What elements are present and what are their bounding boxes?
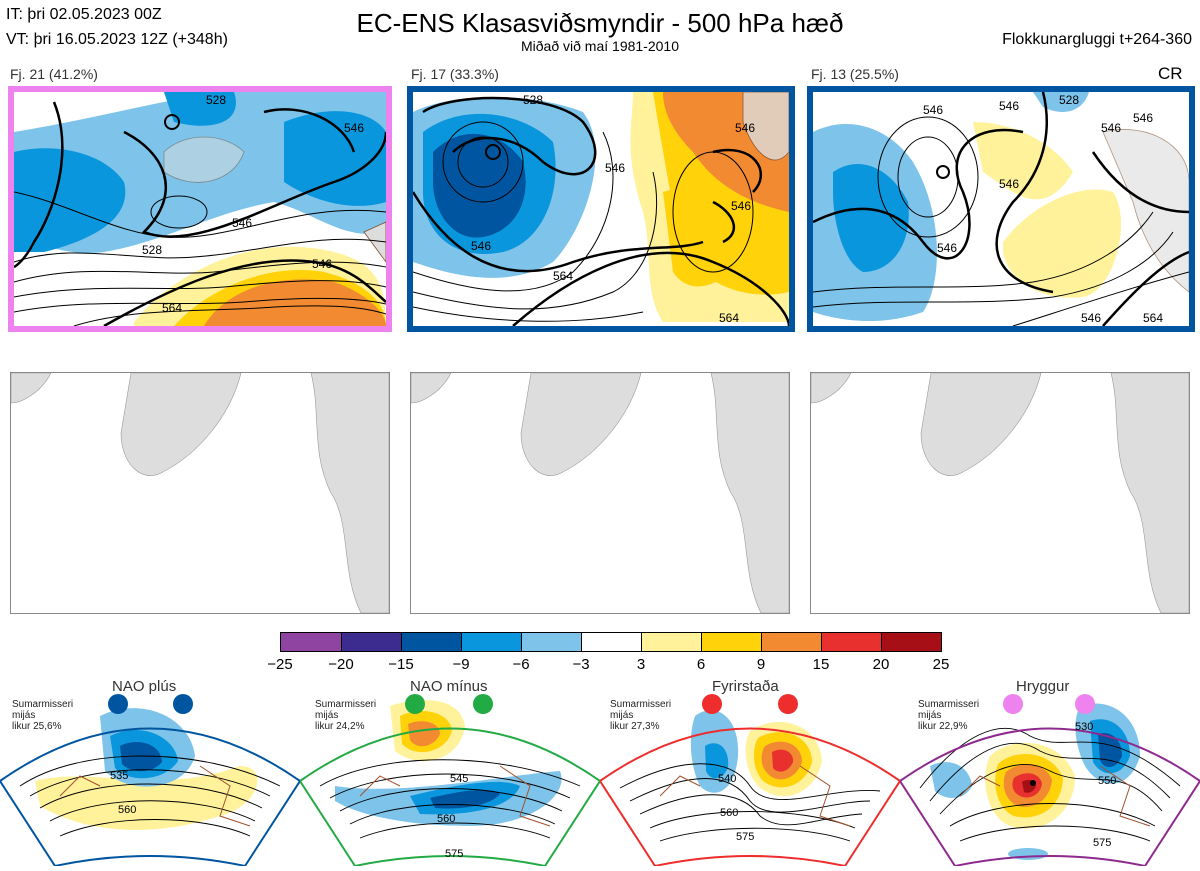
contour-label: 528 <box>142 243 162 257</box>
regime-frame <box>0 727 300 866</box>
colorbar-box <box>821 632 881 652</box>
colorbar-tick: −25 <box>267 656 293 673</box>
contour-label: 575 <box>445 848 463 860</box>
cluster-map-1: 528 546 546 528 564 546 <box>8 86 392 332</box>
empty-map-3 <box>810 372 1190 614</box>
colorbar-tick: 3 <box>636 656 646 673</box>
colorbar-box <box>881 632 942 652</box>
regime-dot <box>778 694 798 714</box>
regime-title: NAO mínus <box>410 678 488 695</box>
regime-frame <box>300 727 600 866</box>
contour-label: 560 <box>118 804 136 816</box>
contour-label: 575 <box>1093 837 1111 849</box>
cluster-label-1: Fj. 21 (41.2%) <box>10 66 98 82</box>
page-subtitle: Miðað við maí 1981-2010 <box>521 38 679 54</box>
regime-title: NAO plús <box>112 678 177 695</box>
cluster-map-2: 546 528 546 564 546 546 564 <box>407 86 795 332</box>
regime-panel-nao-minus: Sumarmisseri mijás likur 24,2% NAO mínus 5… <box>300 676 600 866</box>
regime-dot <box>405 694 425 714</box>
contour-label: 564 <box>553 269 573 283</box>
regime-note: Sumarmisseri mijás likur 24,2% <box>315 699 377 732</box>
regime-title: Hryggur <box>1016 678 1070 695</box>
contour-label: 546 <box>999 177 1019 191</box>
contour-label: 546 <box>735 121 755 135</box>
contour-label: 545 <box>450 773 468 785</box>
corner-code: CR <box>1158 64 1183 83</box>
page-title: EC-ENS Klasasviðsmyndir - 500 hPa hæð <box>356 8 844 38</box>
regime-title: Fyrirstaða <box>712 678 779 695</box>
contour-label: 540 <box>718 773 736 785</box>
contour-label: 546 <box>471 239 491 253</box>
initial-time: IT: þri 02.05.2023 00Z <box>6 6 162 23</box>
colorbar-tick: −20 <box>328 656 354 673</box>
colorbar-box <box>461 632 521 652</box>
regime-dot <box>473 694 493 714</box>
regime-dot <box>1075 694 1095 714</box>
cluster-label-2: Fj. 17 (33.3%) <box>411 66 499 82</box>
contour-label: 546 <box>999 99 1019 113</box>
regime-frame <box>600 727 900 866</box>
regime-note: Sumarmisseri mijás likur 25,6% <box>12 699 74 732</box>
contour-label: 546 <box>312 257 332 271</box>
colorbar-box <box>341 632 401 652</box>
contour-label: 550 <box>1098 775 1116 787</box>
contour-label: 546 <box>731 199 751 213</box>
regime-dot <box>1003 694 1023 714</box>
colorbar-box <box>761 632 821 652</box>
colorbar-tick: −3 <box>572 656 590 673</box>
contour-label: 528 <box>1059 93 1079 107</box>
regime-dot <box>702 694 722 714</box>
regime-note: Sumarmisseri mijás likur 27,3% <box>610 699 672 732</box>
colorbar-tick: −15 <box>388 656 414 673</box>
contour-label: 546 <box>344 121 364 135</box>
contour-label: 546 <box>1081 311 1101 325</box>
cluster-map-3: 546 546 546 546 546 528 546 546 564 <box>807 86 1195 332</box>
cluster-label-3: Fj. 13 (25.5%) <box>811 66 899 82</box>
regime-panel-nao-plus: Sumarmisseri mijás likur 25,6% NAO plús 53… <box>0 676 300 866</box>
colorbar-box <box>641 632 701 652</box>
colorbar-box <box>280 632 341 652</box>
contour-label: 564 <box>1143 311 1163 325</box>
colorbar-tick: 25 <box>932 656 950 673</box>
empty-map-2 <box>410 372 790 614</box>
contour-label: 530 <box>1075 721 1093 733</box>
regime-frame <box>900 727 1200 866</box>
regime-dot <box>173 694 193 714</box>
contour-label: 564 <box>162 301 182 315</box>
contour-label: 528 <box>523 93 543 107</box>
colorbar-box <box>401 632 461 652</box>
colorbar-tick: −9 <box>452 656 470 673</box>
colorbar-tick: 15 <box>812 656 830 673</box>
colorbar-box <box>581 632 641 652</box>
regime-dot <box>108 694 128 714</box>
contour-label: 560 <box>720 807 738 819</box>
contour-label: 564 <box>719 311 739 325</box>
colorbar-tick: 9 <box>756 656 766 673</box>
colorbar-tick: −6 <box>512 656 530 673</box>
empty-map-1 <box>10 372 390 614</box>
contour-label: 535 <box>110 770 128 782</box>
contour-label: 560 <box>437 813 455 825</box>
valid-time: VT: þri 16.05.2023 12Z (+348h) <box>6 31 228 48</box>
contour-label: 546 <box>1133 111 1153 125</box>
contour-label: 528 <box>206 93 226 107</box>
colorbar-box <box>521 632 581 652</box>
contour-label: 575 <box>736 831 754 843</box>
colorbar-box <box>701 632 761 652</box>
contour-label: 546 <box>937 241 957 255</box>
regime-panel-blocking: Sumarmisseri mijás likur 27,3% Fyrirstaða … <box>600 676 900 866</box>
colorbar-tick: 20 <box>872 656 890 673</box>
colorbar-tick: 6 <box>696 656 706 673</box>
contour-label: 546 <box>232 216 252 230</box>
contour-label: 546 <box>923 103 943 117</box>
classification-window: Flokkunargluggi t+264-360 <box>1002 31 1192 48</box>
contour-label: 546 <box>605 161 625 175</box>
contour-label: 546 <box>1101 121 1121 135</box>
regime-panel-ridge: Sumarmisseri mijás likur 22,9% Hryggur 530… <box>900 676 1200 866</box>
regime-note: Sumarmisseri mijás likur 22,9% <box>918 699 980 732</box>
